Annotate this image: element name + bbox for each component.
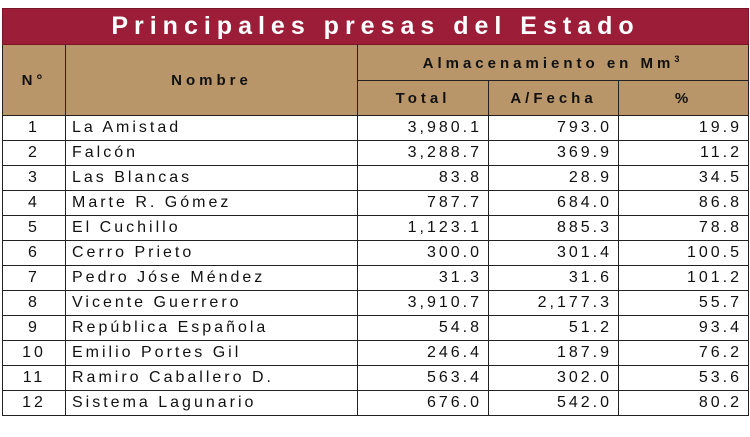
cell-percent: 93.4 — [618, 315, 749, 341]
header-storage-label: Almacenamiento en Mm — [422, 54, 675, 72]
cell-total: 676.0 — [357, 390, 489, 416]
cell-total: 3,910.7 — [357, 290, 489, 316]
table-row: 12 Sistema Lagunario 676.0 542.0 80.2 — [2, 390, 749, 416]
cell-percent: 80.2 — [618, 390, 749, 416]
cell-number: 11 — [2, 365, 66, 391]
header-percent: % — [618, 80, 749, 116]
cell-number: 7 — [2, 265, 66, 291]
cell-total: 1,123.1 — [357, 215, 489, 241]
cell-name: Vicente Guerrero — [65, 290, 358, 316]
cell-total: 83.8 — [357, 165, 489, 191]
cell-to-date: 31.6 — [488, 265, 619, 291]
cell-name: Falcón — [65, 140, 358, 166]
cell-percent: 55.7 — [618, 290, 749, 316]
table-row: 8 Vicente Guerrero 3,910.7 2,177.3 55.7 — [2, 290, 749, 316]
cell-percent: 101.2 — [618, 265, 749, 291]
cell-percent: 76.2 — [618, 340, 749, 366]
table-row: 7 Pedro Jóse Méndez 31.3 31.6 101.2 — [2, 265, 749, 291]
cell-total: 3,288.7 — [357, 140, 489, 166]
cell-name: Cerro Prieto — [65, 240, 358, 266]
cell-percent: 34.5 — [618, 165, 749, 191]
table-row: 5 El Cuchillo 1,123.1 885.3 78.8 — [2, 215, 749, 241]
cell-percent: 53.6 — [618, 365, 749, 391]
header-name: Nombre — [65, 44, 358, 116]
cell-total: 300.0 — [357, 240, 489, 266]
cell-to-date: 302.0 — [488, 365, 619, 391]
cell-to-date: 369.9 — [488, 140, 619, 166]
cell-to-date: 28.9 — [488, 165, 619, 191]
header-storage: Almacenamiento en Mm3 — [357, 44, 749, 81]
cell-name: Marte R. Gómez — [65, 190, 358, 216]
table-row: 10 Emilio Portes Gil 246.4 187.9 76.2 — [2, 340, 749, 366]
cell-total: 246.4 — [357, 340, 489, 366]
table-row: 6 Cerro Prieto 300.0 301.4 100.5 — [2, 240, 749, 266]
cell-name: Emilio Portes Gil — [65, 340, 358, 366]
header-storage-sup: 3 — [674, 53, 684, 64]
table-row: 11 Ramiro Caballero D. 563.4 302.0 53.6 — [2, 365, 749, 391]
cell-name: Sistema Lagunario — [65, 390, 358, 416]
cell-to-date: 885.3 — [488, 215, 619, 241]
table-row: 3 Las Blancas 83.8 28.9 34.5 — [2, 165, 749, 191]
cell-number: 9 — [2, 315, 66, 341]
cell-to-date: 542.0 — [488, 390, 619, 416]
cell-name: Las Blancas — [65, 165, 358, 191]
table-row: 1 La Amistad 3,980.1 793.0 19.9 — [2, 115, 749, 141]
cell-percent: 78.8 — [618, 215, 749, 241]
cell-number: 10 — [2, 340, 66, 366]
cell-name: La Amistad — [65, 115, 358, 141]
header-number: N° — [2, 44, 66, 116]
cell-to-date: 51.2 — [488, 315, 619, 341]
cell-number: 5 — [2, 215, 66, 241]
table-title: Principales presas del Estado — [2, 8, 749, 45]
cell-number: 2 — [2, 140, 66, 166]
cell-total: 54.8 — [357, 315, 489, 341]
cell-total: 31.3 — [357, 265, 489, 291]
cell-total: 563.4 — [357, 365, 489, 391]
cell-to-date: 301.4 — [488, 240, 619, 266]
cell-to-date: 2,177.3 — [488, 290, 619, 316]
cell-to-date: 684.0 — [488, 190, 619, 216]
cell-percent: 11.2 — [618, 140, 749, 166]
cell-name: República Española — [65, 315, 358, 341]
table-row: 2 Falcón 3,288.7 369.9 11.2 — [2, 140, 749, 166]
cell-percent: 100.5 — [618, 240, 749, 266]
cell-name: Ramiro Caballero D. — [65, 365, 358, 391]
header-total: Total — [357, 80, 489, 116]
cell-percent: 19.9 — [618, 115, 749, 141]
cell-number: 3 — [2, 165, 66, 191]
cell-to-date: 793.0 — [488, 115, 619, 141]
cell-number: 1 — [2, 115, 66, 141]
cell-name: Pedro Jóse Méndez — [65, 265, 358, 291]
cell-number: 4 — [2, 190, 66, 216]
cell-total: 3,980.1 — [357, 115, 489, 141]
cell-to-date: 187.9 — [488, 340, 619, 366]
table-row: 9 República Española 54.8 51.2 93.4 — [2, 315, 749, 341]
header-to-date: A/Fecha — [488, 80, 619, 116]
cell-percent: 86.8 — [618, 190, 749, 216]
table-row: 4 Marte R. Gómez 787.7 684.0 86.8 — [2, 190, 749, 216]
cell-number: 8 — [2, 290, 66, 316]
cell-total: 787.7 — [357, 190, 489, 216]
cell-number: 12 — [2, 390, 66, 416]
cell-number: 6 — [2, 240, 66, 266]
dams-table: Principales presas del Estado N° Nombre … — [2, 8, 749, 416]
cell-name: El Cuchillo — [65, 215, 358, 241]
